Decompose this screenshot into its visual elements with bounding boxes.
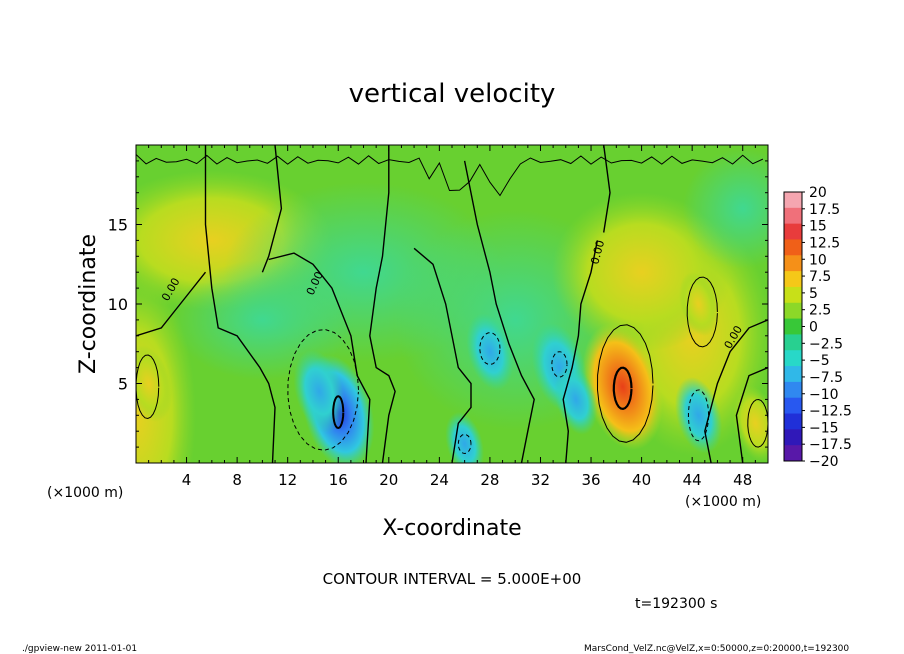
zero-contour-9: [704, 319, 768, 463]
footer-right: MarsCond_VelZ.nc@VelZ,x=0:50000,z=0:2000…: [584, 644, 849, 654]
zero-contour-3: [261, 145, 283, 273]
footer-left: ./gpview-new 2011-01-01: [22, 644, 137, 654]
feature-updraft-7: [136, 345, 173, 422]
feature-downdraft-3: [293, 350, 345, 433]
zero-contour-1: [204, 145, 276, 463]
contour-plus-5: [596, 324, 654, 443]
feature-downdraft-10: [445, 411, 484, 463]
colorbar-label-16: −20: [809, 454, 839, 470]
y-tick-label-5: 5: [118, 375, 128, 394]
x-tick-label-20: 20: [379, 471, 398, 489]
contour-minus-5: [287, 329, 359, 451]
contour-minus-5c: [551, 351, 568, 378]
colorbar-swatch-6: [784, 286, 802, 304]
colorbar-label-7: 2.5: [809, 303, 831, 319]
x-tick-label-36: 36: [581, 471, 600, 489]
x-tick-label-48: 48: [733, 471, 752, 489]
colorbar-label-0: 20: [809, 185, 827, 201]
contour-minus-5b: [479, 332, 501, 365]
colorbar-swatch-3: [784, 239, 802, 256]
field-shading-7: [682, 148, 768, 269]
zero-contour-2: [268, 252, 371, 463]
contour-plus-5d: [747, 398, 768, 448]
time-label: t=192300 s: [635, 596, 717, 612]
x-tick-label-44: 44: [683, 471, 702, 489]
feature-downdraft-4: [466, 313, 514, 390]
y-tick-label-15: 15: [108, 216, 128, 235]
zero-contour-4: [369, 145, 396, 463]
colorbar-label-15: −17.5: [809, 437, 852, 453]
colorbar: 2017.51512.5107.552.50−2.5−5−7.5−10−12.5…: [783, 185, 852, 470]
colorbar-label-1: 17.5: [809, 202, 840, 218]
colorbar-swatch-13: [784, 397, 802, 415]
colorbar-swatch-9: [784, 334, 802, 351]
colorbar-swatch-15: [784, 429, 802, 446]
colorbar-label-2: 15: [809, 219, 827, 235]
contour-label-2: 0.00: [588, 239, 607, 266]
colorbar-swatch-16: [784, 445, 802, 462]
y-axis: 5 10 15: [108, 160, 768, 448]
colorbar-label-5: 7.5: [809, 269, 831, 285]
feature-updraft-9: [679, 271, 718, 337]
colorbar-swatch-8: [784, 318, 802, 335]
plot-area: 0.00 0.000.000.00: [136, 145, 768, 463]
x-tick-label-32: 32: [531, 471, 550, 489]
colorbar-label-10: −5: [809, 353, 830, 369]
x-tick-label-24: 24: [430, 471, 449, 489]
feature-downdraft-1: [674, 377, 723, 454]
colorbar-swatch-2: [784, 223, 802, 240]
contour-plus-5b: [686, 276, 718, 348]
y-tick-label-10: 10: [108, 295, 128, 314]
contour-plus-10: [612, 366, 633, 411]
contour-minus-5e: [457, 433, 472, 455]
colorbar-swatch-1: [784, 207, 802, 225]
contour-minus-10: [332, 395, 345, 430]
colorbar-label-6: 5: [809, 286, 818, 302]
x-unit-left: (×1000 m): [47, 485, 123, 501]
chart-title: vertical velocity: [349, 79, 556, 109]
colorbar-swatch-12: [784, 381, 802, 399]
zero-contour-7: [562, 240, 599, 463]
field-shading-5: [172, 259, 353, 380]
x-tick-label-16: 16: [329, 471, 348, 489]
zero-contour-6: [463, 160, 535, 463]
feature-updraft-8: [731, 384, 768, 462]
colorbar-swatch-0: [784, 192, 802, 209]
x-tick-label-28: 28: [480, 471, 499, 489]
colorbar-label-4: 10: [809, 252, 827, 268]
contour-interval: CONTOUR INTERVAL = 5.000E+00: [323, 570, 582, 588]
zero-contour-top: [136, 154, 764, 197]
colorbar-label-9: −2.5: [809, 336, 843, 352]
zero-contour-8: [603, 145, 611, 233]
x-tick-label-40: 40: [632, 471, 651, 489]
colorbar-label-13: −12.5: [809, 404, 852, 420]
zero-contour-10: [735, 366, 768, 463]
colorbar-label-8: 0: [809, 320, 818, 336]
contour-minus-5d: [687, 389, 710, 442]
x-axis-label: X-coordinate: [382, 516, 521, 541]
colorbar-label-11: −7.5: [809, 370, 843, 386]
colorbar-label-3: 12.5: [809, 235, 840, 251]
x-unit-right: (×1000 m): [685, 494, 761, 510]
colorbar-label-14: −15: [809, 420, 839, 436]
x-tick-label-12: 12: [278, 471, 297, 489]
colorbar-swatch-11: [784, 366, 802, 383]
y-axis-label: Z-coordinate: [76, 234, 101, 374]
colorbar-swatch-4: [784, 255, 802, 272]
x-tick-label-8: 8: [232, 471, 242, 489]
zero-contour-11: [136, 271, 207, 337]
colorbar-swatch-14: [784, 413, 802, 430]
colorbar-swatch-7: [784, 302, 802, 320]
colorbar-swatch-5: [784, 271, 802, 288]
feature-downdraft-6: [554, 364, 598, 435]
x-axis: 4 8 12 16 20 24 28 32 36 40 44 48: [148, 145, 756, 489]
colorbar-label-12: −10: [809, 387, 839, 403]
colorbar-swatch-10: [784, 350, 802, 367]
x-tick-label-4: 4: [182, 471, 192, 489]
zero-contour-5: [413, 247, 472, 463]
